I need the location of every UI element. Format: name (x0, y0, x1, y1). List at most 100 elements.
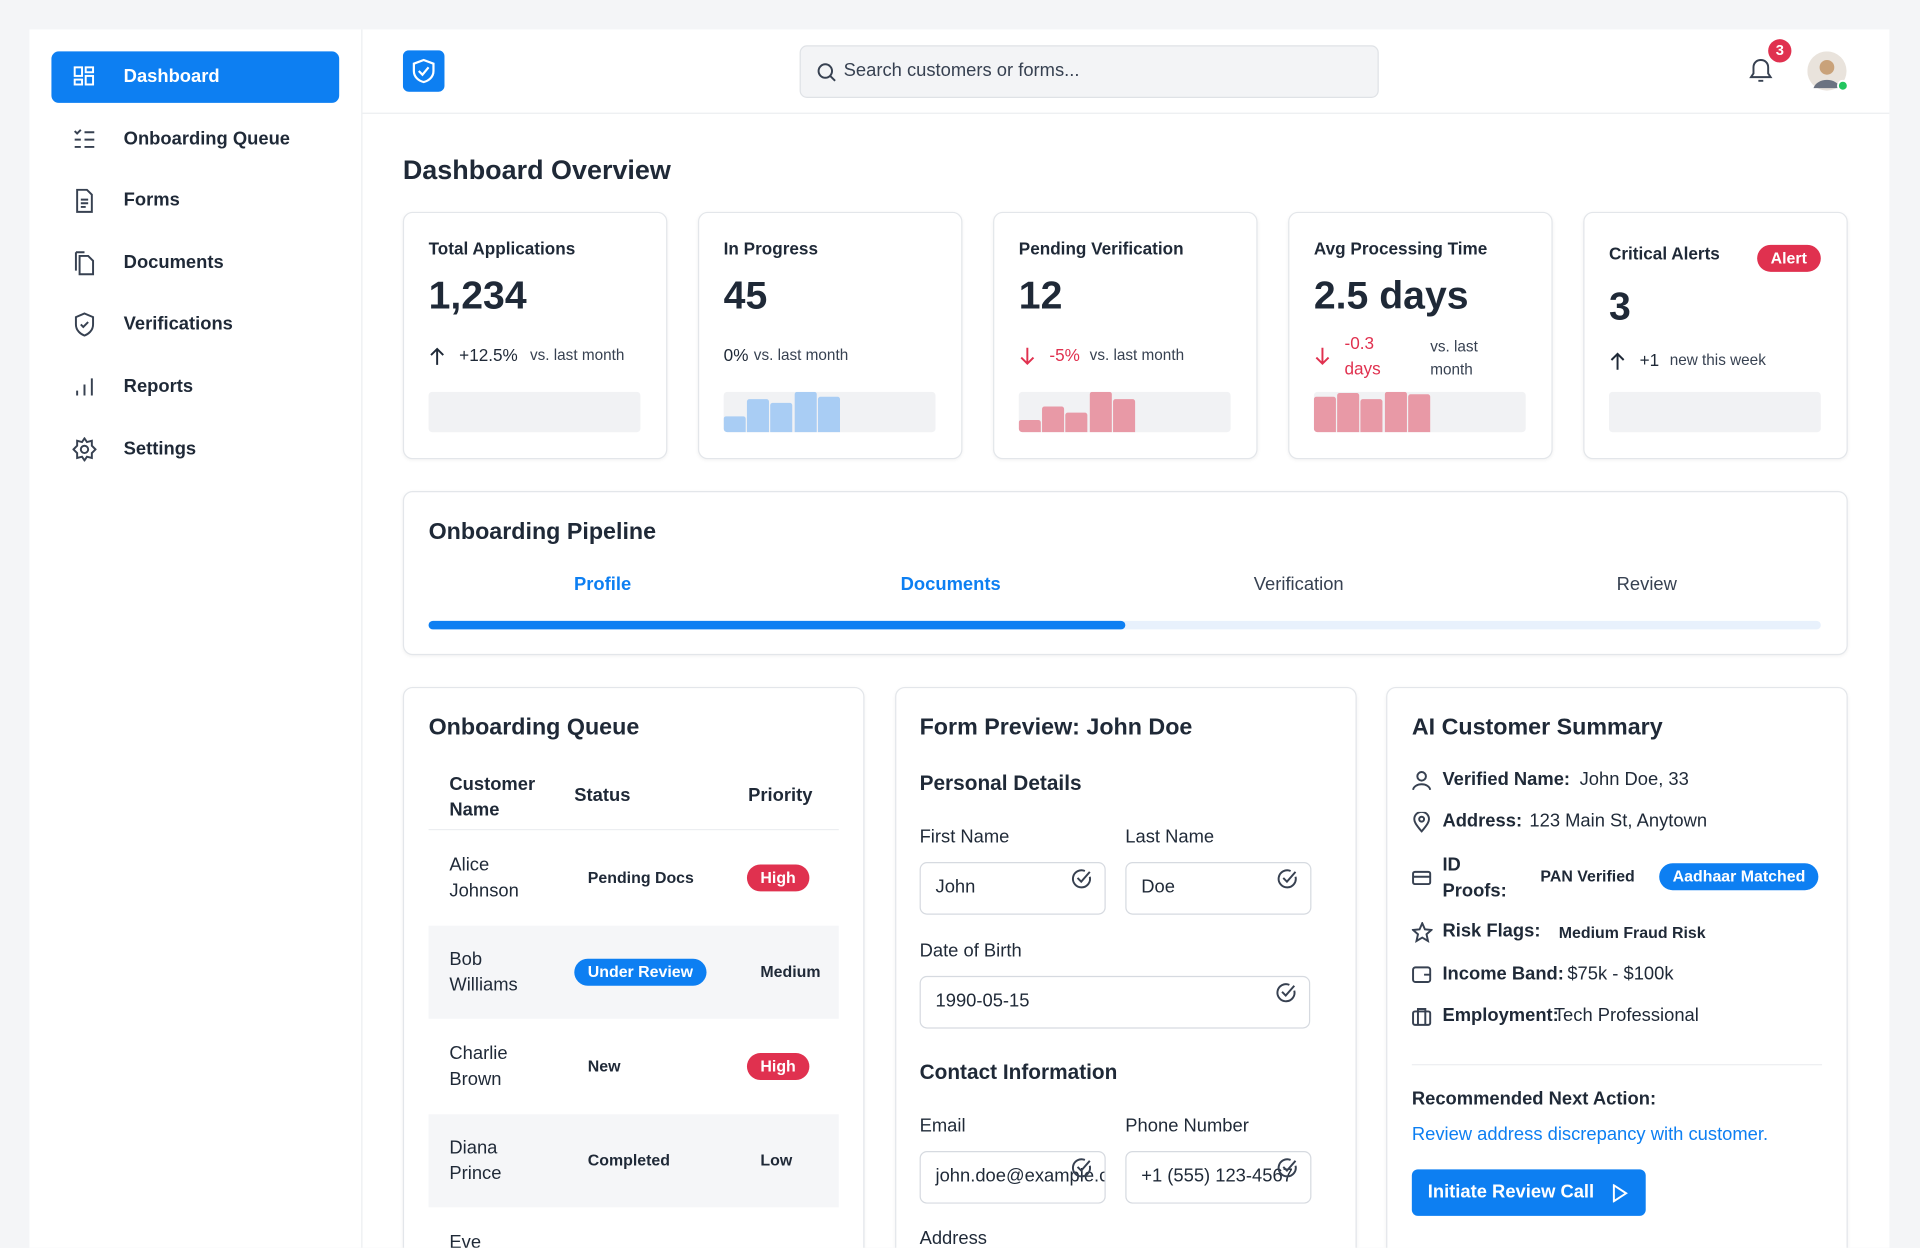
spark-bar (1089, 391, 1112, 433)
field-label: Email (919, 1115, 966, 1137)
id-icon (1412, 870, 1432, 886)
status: Pending Docs (587, 868, 694, 887)
text-input[interactable]: John (919, 862, 1106, 915)
id-proof-badge: Aadhaar Matched (1659, 863, 1819, 891)
pipeline-step: Review (1616, 574, 1677, 596)
stat-value: 3 (1608, 284, 1631, 329)
field-label: Last Name (1125, 826, 1215, 848)
sparkline (1313, 391, 1526, 433)
field-label: First Name (919, 826, 1010, 848)
summary-value: Medium Fraud Risk (1558, 923, 1706, 942)
stat-delta: 0% (723, 345, 749, 365)
trend-arrow (1610, 352, 1625, 370)
pipeline-step: Profile (574, 574, 632, 596)
input-value: john.doe@example.com (935, 1165, 1105, 1187)
queue-row[interactable]: Charlie Brown New High (429, 1020, 839, 1113)
spark-bar (817, 396, 840, 433)
status: Completed (587, 1151, 671, 1170)
nav-label: Settings (123, 437, 197, 459)
nav-icon (76, 378, 93, 396)
nav-icon (73, 66, 95, 86)
queue-row[interactable]: Alice Johnson Pending Docs High (429, 831, 839, 924)
nav-item[interactable]: Verifications (51, 299, 339, 350)
nav-item[interactable]: Onboarding Queue (51, 113, 339, 164)
next-action[interactable]: Review address discrepancy with customer… (1411, 1124, 1769, 1145)
next-action-title: Recommended Next Action: (1411, 1088, 1657, 1110)
nav-label: Forms (123, 190, 180, 211)
stat-delta: +1 (1639, 350, 1660, 370)
summary-value: $75k - $100k (1567, 963, 1674, 985)
check-icon (1277, 869, 1297, 889)
notification-badge: 3 (1768, 39, 1792, 63)
nav-item[interactable]: Documents (51, 237, 339, 288)
summary-card: AI Customer Summary Verified Name: John … (1386, 686, 1848, 1248)
customer-name: Alice Johnson (449, 854, 519, 902)
pipeline-step: Documents (900, 574, 1001, 596)
text-input[interactable]: john.doe@example.com (919, 1151, 1106, 1204)
text-input[interactable]: 1990-05-15 (919, 975, 1311, 1029)
input-value: 1990-05-15 (935, 990, 1030, 1012)
queue-row[interactable]: Diana Prince Completed Low (428, 1114, 839, 1208)
trend-arrow (430, 347, 444, 365)
column-header: Priority (748, 784, 813, 806)
briefcase-icon (1412, 1008, 1432, 1026)
check-icon (1276, 983, 1296, 1003)
stat-note: vs. last month (529, 346, 625, 364)
input-value: Doe (1141, 876, 1175, 898)
customer-name: Bob Williams (449, 948, 518, 996)
button-label: Initiate Review Call (1427, 1181, 1595, 1203)
spark-bar (794, 391, 817, 433)
customer-name: Charlie Brown (449, 1043, 508, 1090)
summary-title: AI Customer Summary (1411, 715, 1663, 741)
pipeline-title: Onboarding Pipeline (428, 519, 657, 545)
status-badge: Under Review (574, 958, 707, 986)
logo[interactable] (402, 50, 445, 92)
column-header: Customer Name (449, 773, 536, 821)
nav-item[interactable]: Dashboard (51, 51, 340, 103)
queue-row[interactable]: Bob Williams Under Review Medium (428, 925, 839, 1019)
form-title: Form Preview: John Doe (919, 715, 1193, 741)
topbar-border (362, 112, 1890, 114)
summary-label: Employment: (1442, 1005, 1559, 1027)
stat-value: 45 (723, 273, 768, 318)
check-icon (1277, 1158, 1297, 1178)
star-icon (1411, 922, 1433, 943)
stat-delta: -5% (1049, 345, 1080, 365)
customer-name: Eve (449, 1231, 482, 1248)
sparkline (1018, 391, 1231, 433)
check-icon (1071, 1158, 1092, 1178)
summary-value: John Doe, 33 (1579, 768, 1689, 790)
stat-label: Total Applications (428, 238, 576, 259)
field-label: Phone Number (1125, 1115, 1249, 1137)
spark-bar (1313, 396, 1336, 433)
text-input[interactable]: +1 (555) 123-4567 (1125, 1151, 1312, 1204)
spark-bar (723, 416, 746, 433)
priority: Low (760, 1151, 793, 1170)
search-box[interactable]: Search customers or forms... (799, 45, 1379, 98)
bell-icon[interactable] (1746, 55, 1775, 87)
check-icon (1071, 869, 1092, 889)
nav-label: Dashboard (123, 66, 220, 87)
nav-item[interactable]: Forms (51, 175, 339, 226)
text-input[interactable]: Doe (1125, 862, 1312, 915)
nav-item[interactable]: Settings (51, 423, 339, 474)
nav-item[interactable]: Reports (51, 361, 339, 412)
spark-bar (1042, 406, 1065, 433)
alert-badge: Alert (1757, 244, 1821, 272)
divider (428, 828, 839, 831)
field-label: Date of Birth (919, 940, 1022, 962)
stat-card: Critical Alerts Alert 3 +1 new this week (1583, 211, 1848, 460)
summary-label: Risk Flags: (1442, 920, 1541, 942)
progress-track (428, 620, 1821, 630)
avatar[interactable] (1807, 51, 1849, 93)
summary-label: Income Band: (1442, 963, 1564, 985)
sidebar-border (361, 29, 363, 1248)
review-call-button[interactable]: Initiate Review Call (1411, 1169, 1646, 1216)
input-value: John (935, 876, 976, 898)
search-icon (817, 63, 836, 82)
spark-bar (770, 402, 793, 433)
nav-label: Verifications (123, 313, 233, 335)
queue-row[interactable]: Eve Pending Docs Medium (429, 1209, 839, 1248)
user-icon (1412, 771, 1432, 791)
